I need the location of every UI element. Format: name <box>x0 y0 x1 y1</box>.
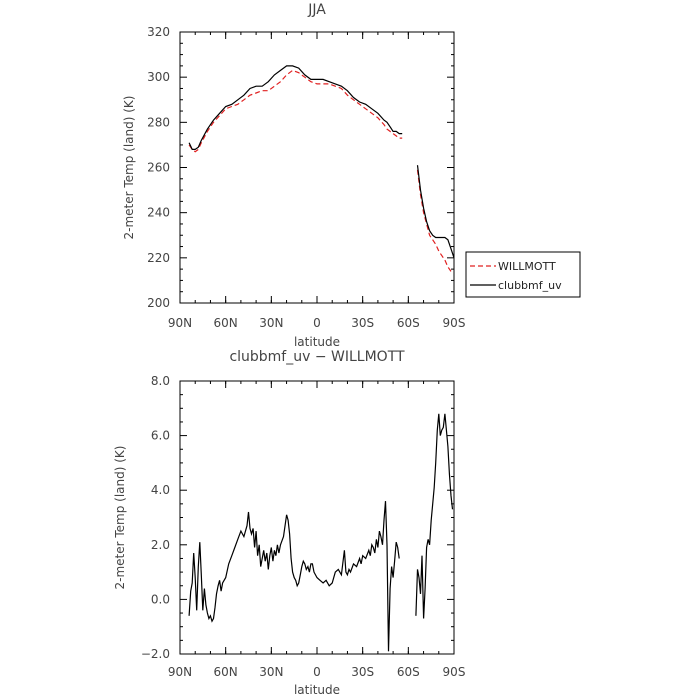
y-tick-label: 240 <box>147 206 170 220</box>
x-tick-label: 90S <box>443 665 466 679</box>
y-tick-label: 260 <box>147 161 170 175</box>
x-tick-label: 90N <box>168 665 192 679</box>
x-tick-label: 0 <box>313 665 321 679</box>
x-tick-label: 0 <box>313 316 321 330</box>
y-axis-label: 2-meter Temp (land) (K) <box>122 96 136 240</box>
y-axis-label: 2-meter Temp (land) (K) <box>113 446 127 590</box>
chart-title: JJA <box>307 2 326 18</box>
y-tick-label: 2.0 <box>151 538 170 552</box>
y-tick-label: 300 <box>147 70 170 84</box>
series-line-difference <box>188 501 400 652</box>
y-tick-label: 320 <box>147 25 170 39</box>
x-tick-label: 90S <box>443 316 466 330</box>
x-tick-label: 30N <box>259 316 283 330</box>
x-tick-label: 90N <box>168 316 192 330</box>
legend: WILLMOTT clubbmf_uv <box>465 251 581 298</box>
y-tick-label: 0.0 <box>151 592 170 606</box>
legend-label: WILLMOTT <box>498 260 556 273</box>
x-axis-label: latitude <box>294 683 340 697</box>
plot-frame <box>179 380 455 655</box>
x-axis-label: latitude <box>294 335 340 349</box>
y-tick-label: 220 <box>147 251 170 265</box>
x-tick-label: 60S <box>397 665 420 679</box>
y-tick-label: 6.0 <box>151 429 170 443</box>
y-tick-label: 4.0 <box>151 483 170 497</box>
x-tick-label: 60N <box>214 665 238 679</box>
y-tick-label: 8.0 <box>151 374 170 388</box>
x-tick-label: 60S <box>397 316 420 330</box>
x-tick-label: 30N <box>259 665 283 679</box>
chart-panel-bottom: clubbmf_uv − WILLMOTT latitude 2-meter Tem… <box>113 349 465 697</box>
series-line-clubbmf-uv <box>416 165 455 258</box>
series-line-willmott <box>188 69 403 153</box>
x-tick-label: 60N <box>214 316 238 330</box>
plot-frame <box>179 31 455 304</box>
chart-title: clubbmf_uv − WILLMOTT <box>229 349 405 365</box>
x-tick-label: 30S <box>351 316 374 330</box>
legend-label: clubbmf_uv <box>498 279 562 292</box>
y-tick-label: 200 <box>147 296 170 310</box>
chart-panel-top: JJA latitude 2-meter Temp (land) (K) 90N 60N… <box>122 2 581 349</box>
series-line-willmott <box>416 169 452 272</box>
series-line-clubbmf-uv <box>188 65 403 150</box>
series-line-difference <box>415 413 454 619</box>
y-tick-label: −2.0 <box>141 647 170 661</box>
y-tick-label: 280 <box>147 115 170 129</box>
legend-box <box>465 251 581 298</box>
x-tick-label: 30S <box>351 665 374 679</box>
